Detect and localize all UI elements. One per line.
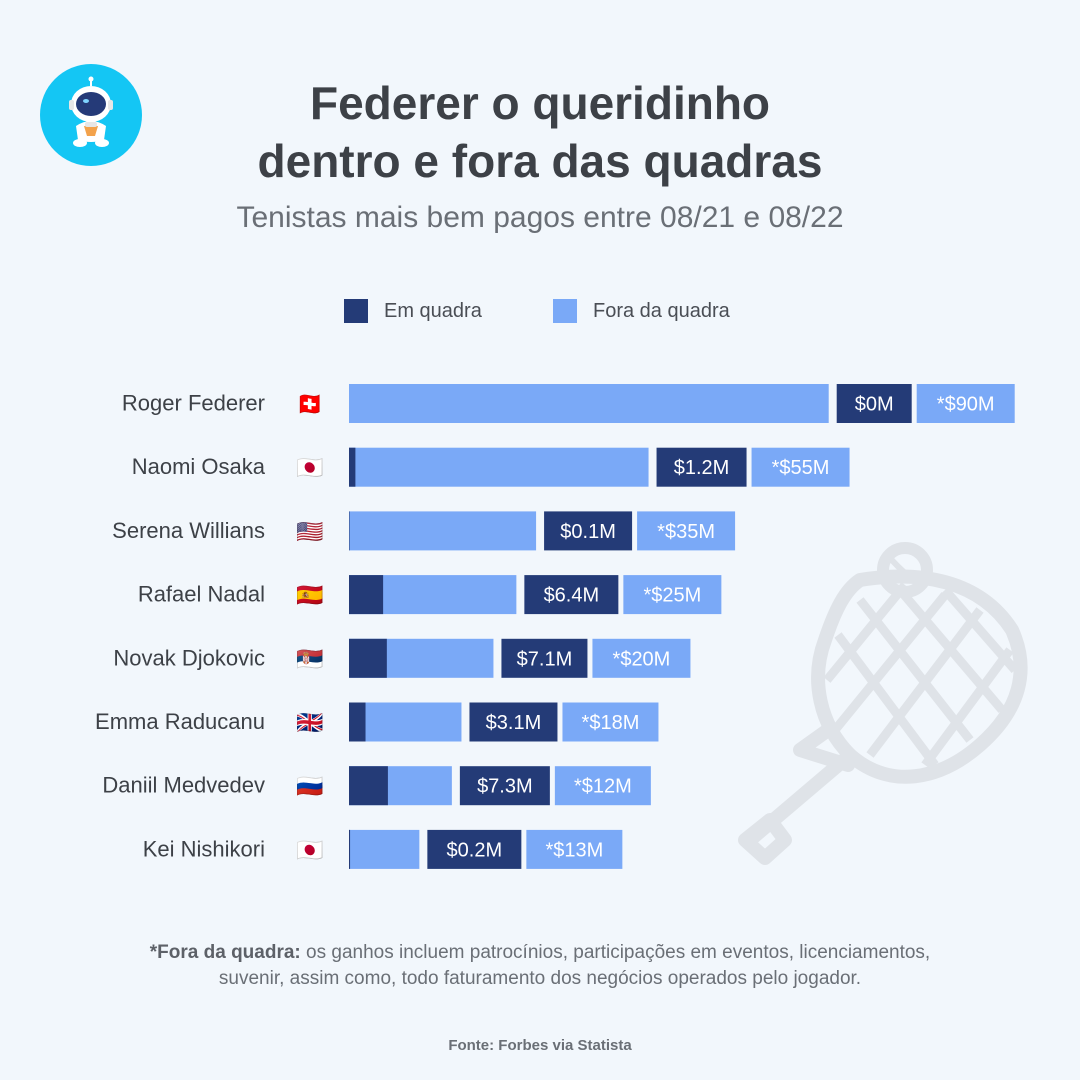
title-line-1: Federer o queridinho <box>309 77 771 129</box>
legend-label-fora-da-quadra: Fora da quadra <box>593 299 730 322</box>
value-box-fora-da-quadra <box>554 766 651 806</box>
value-label-em-quadra: $1.2M <box>674 457 730 479</box>
player-name-label: Daniil Medvedev <box>102 773 265 798</box>
value-box-em-quadra <box>469 702 558 742</box>
footnote-text-1: os ganhos incluem patrocínios, participa… <box>300 942 931 963</box>
value-box-fora-da-quadra <box>526 829 623 869</box>
footnote-line-2: suvenir, assim como, todo faturamento do… <box>218 968 862 989</box>
astronaut-logo <box>40 64 142 166</box>
value-box-em-quadra <box>427 829 522 869</box>
value-label-em-quadra: $7.1M <box>517 648 573 670</box>
value-box-fora-da-quadra <box>592 638 691 678</box>
value-box-em-quadra <box>501 638 588 678</box>
footnote-term: *Fora da quadra: <box>149 942 301 963</box>
country-flag: 🇷🇺 <box>296 774 323 799</box>
value-label-em-quadra: $0.1M <box>560 521 616 543</box>
country-flag: 🇯🇵 <box>296 455 323 480</box>
chart-title: Federer o queridinho dentro e fora das q… <box>0 74 1080 190</box>
value-label-em-quadra: $3.1M <box>486 712 542 734</box>
value-label-fora-da-quadra: *$20M <box>613 648 671 670</box>
value-label-em-quadra: $6.4M <box>544 585 600 607</box>
value-box-fora-da-quadra <box>637 511 736 551</box>
value-label-em-quadra: $0.2M <box>447 839 503 861</box>
country-flag: 🇬🇧 <box>296 710 323 735</box>
value-box-em-quadra <box>544 511 633 551</box>
player-name-label: Naomi Osaka <box>132 454 266 479</box>
country-flag: 🇺🇸 <box>296 519 323 544</box>
country-flag: 🇷🇸 <box>296 646 323 671</box>
value-label-em-quadra: $0M <box>855 394 894 416</box>
tennis-racket-icon <box>738 542 1028 865</box>
value-box-em-quadra <box>836 384 912 423</box>
bar-em-quadra <box>349 702 366 742</box>
bar-fora-da-quadra <box>349 702 462 742</box>
value-box-em-quadra <box>459 766 550 806</box>
value-label-fora-da-quadra: *$12M <box>574 776 632 798</box>
value-box-em-quadra <box>656 447 747 487</box>
bar-fora-da-quadra <box>349 829 420 869</box>
value-label-fora-da-quadra: *$55M <box>772 457 830 479</box>
title-line-2: dentro e fora das quadras <box>257 135 823 187</box>
bar-em-quadra <box>349 829 351 869</box>
value-box-fora-da-quadra <box>916 384 1015 423</box>
source-note: Fonte: Forbes via Statista <box>448 1037 632 1054</box>
value-label-fora-da-quadra: *$13M <box>545 839 603 861</box>
value-box-fora-da-quadra <box>562 702 659 742</box>
legend-label-em-quadra: Em quadra <box>384 299 482 322</box>
footnote-line-1: *Fora da quadra: os ganhos incluem patro… <box>0 940 1080 966</box>
player-name-label: Kei Nishikori <box>143 836 265 861</box>
footnote: *Fora da quadra: os ganhos incluem patro… <box>0 940 1080 992</box>
value-label-fora-da-quadra: *$18M <box>582 712 640 734</box>
value-label-fora-da-quadra: *$90M <box>937 394 995 416</box>
player-name-label: Rafael Nadal <box>138 582 265 607</box>
astronaut-icon <box>69 76 113 147</box>
bar-em-quadra <box>349 638 387 678</box>
value-label-fora-da-quadra: *$35M <box>657 521 715 543</box>
bar-em-quadra <box>349 511 350 551</box>
player-name-label: Roger Federer <box>122 391 265 416</box>
country-flag: 🇨🇭 <box>296 392 323 417</box>
legend: Em quadra Fora da quadra <box>0 299 1080 325</box>
country-flag: 🇯🇵 <box>296 837 323 862</box>
legend-item-em-quadra: Em quadra <box>344 299 482 323</box>
bar-fora-da-quadra <box>349 384 829 423</box>
value-box-fora-da-quadra <box>623 575 722 615</box>
legend-swatch-fora-da-quadra <box>553 299 577 323</box>
bar-em-quadra <box>349 447 356 487</box>
player-name-label: Novak Djokovic <box>113 645 265 670</box>
value-box-em-quadra <box>524 575 619 615</box>
bar-em-quadra <box>349 575 384 615</box>
player-name-label: Serena Willians <box>112 518 265 543</box>
country-flag: 🇪🇸 <box>296 583 323 608</box>
value-label-em-quadra: $7.3M <box>477 776 533 798</box>
player-name-label: Emma Raducanu <box>95 709 265 734</box>
bar-fora-da-quadra <box>349 511 537 551</box>
legend-swatch-em-quadra <box>344 299 368 323</box>
value-label-fora-da-quadra: *$25M <box>643 585 701 607</box>
legend-item-fora-da-quadra: Fora da quadra <box>553 299 730 323</box>
bar-fora-da-quadra <box>349 447 649 487</box>
bar-em-quadra <box>349 766 388 806</box>
chart-subtitle: Tenistas mais bem pagos entre 08/21 e 08… <box>236 201 844 234</box>
value-box-fora-da-quadra <box>751 447 850 487</box>
